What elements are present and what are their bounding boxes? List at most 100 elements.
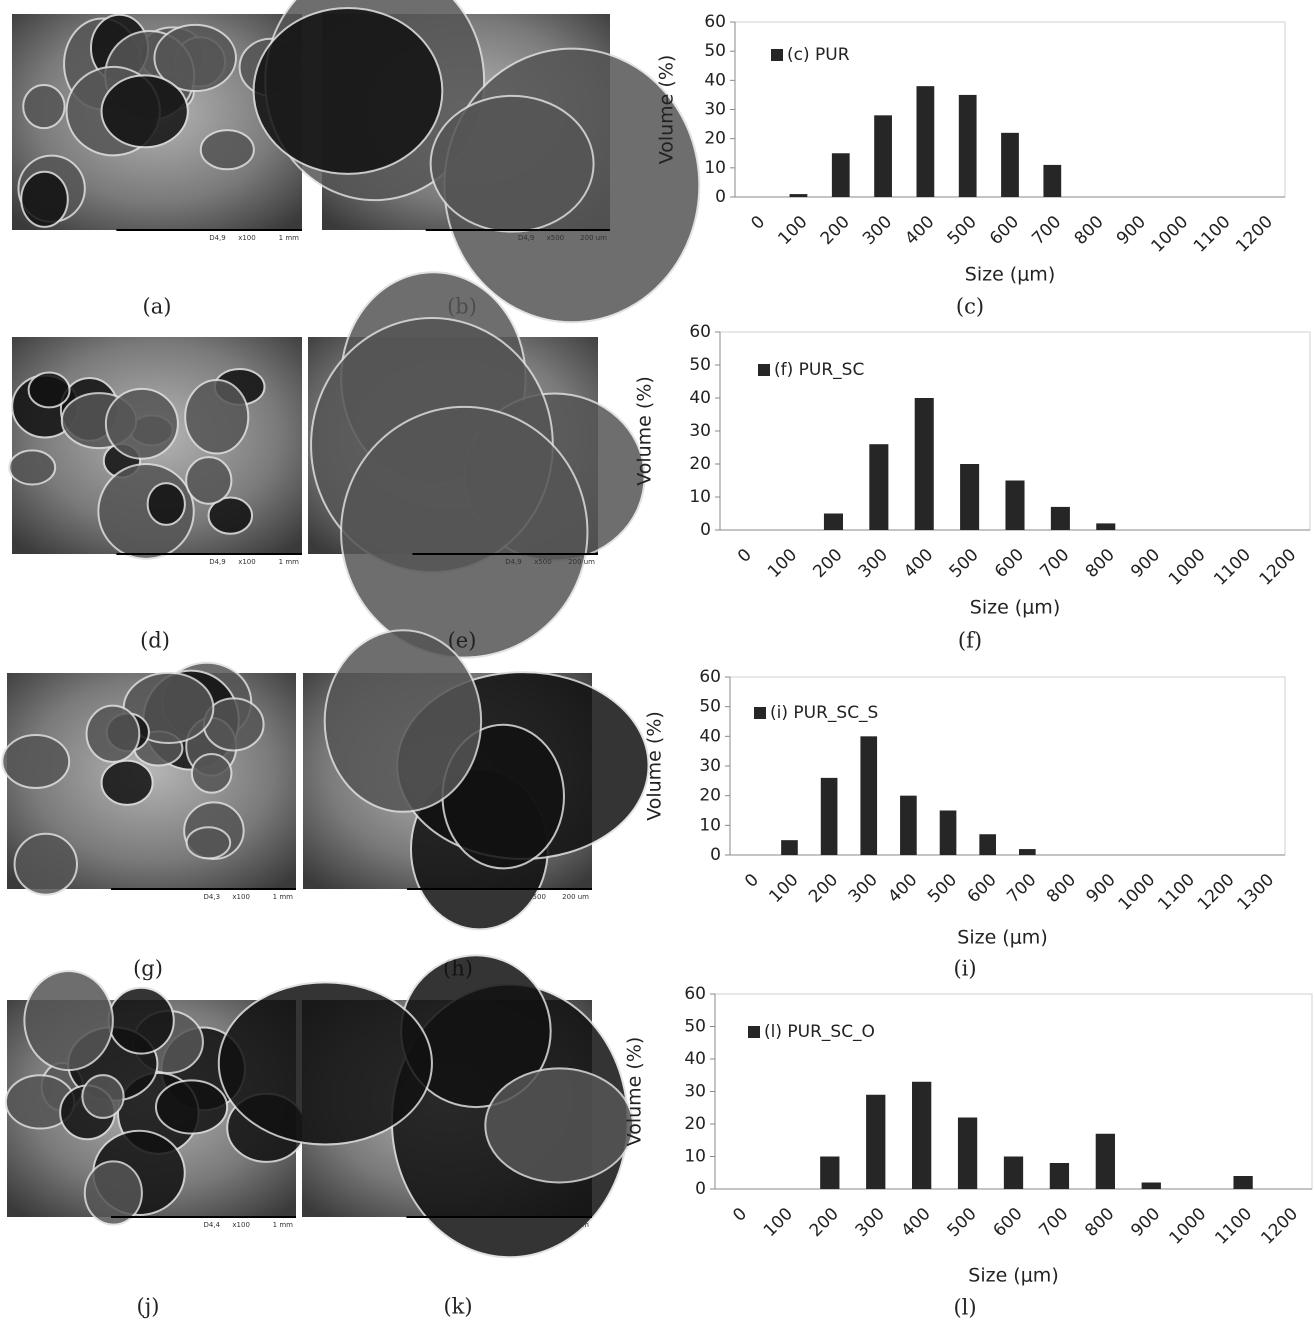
bar	[790, 194, 808, 197]
sem-mag: x100	[238, 234, 256, 242]
sem-mag: x500	[528, 893, 546, 901]
sem-code: D4,9	[518, 234, 535, 242]
x-tick-label: 500	[946, 545, 983, 582]
sem-pore	[15, 834, 77, 895]
x-tick-label: 100	[764, 545, 801, 582]
y-tick-label: 20	[689, 454, 711, 474]
y-tick-label: 10	[684, 1147, 706, 1167]
bar	[1043, 165, 1061, 197]
bar	[959, 95, 977, 197]
sem-texture	[254, 0, 700, 322]
sem-pore	[185, 380, 248, 454]
x-tick-label: 400	[898, 1204, 935, 1241]
x-axis-label: Size (μm)	[968, 1265, 1058, 1287]
sem-pore	[82, 1075, 123, 1118]
bar	[900, 796, 917, 855]
y-tick-label: 20	[704, 129, 726, 149]
y-tick-label: 0	[700, 520, 711, 540]
y-tick-label: 30	[704, 100, 726, 120]
x-tick-label: 700	[1035, 1204, 1072, 1241]
x-tick-label: 400	[884, 870, 921, 907]
bar	[1004, 1157, 1023, 1190]
panel-label: (d)	[140, 629, 170, 653]
y-tick-label: 30	[699, 756, 721, 776]
panel-label: (f)	[958, 629, 982, 653]
x-tick-label: 1300	[1234, 870, 1279, 915]
x-tick-label: 1000	[1165, 545, 1210, 590]
sem-pore	[109, 988, 174, 1054]
x-tick-label: 900	[1127, 545, 1164, 582]
x-tick-label: 600	[989, 1204, 1026, 1241]
y-tick-label: 60	[704, 12, 726, 32]
sem-code: D4,9	[209, 234, 226, 242]
x-tick-label: 1200	[1194, 870, 1239, 915]
panel-label: (l)	[953, 1296, 976, 1320]
x-tick-label: 1000	[1115, 870, 1160, 915]
bar	[1142, 1183, 1161, 1190]
sem-pore	[192, 754, 232, 793]
panel-label: (c)	[956, 295, 984, 319]
sem-pore	[431, 96, 594, 232]
x-tick-label: 900	[1127, 1204, 1164, 1241]
x-axis-label: Size (μm)	[970, 597, 1060, 619]
sem-pore	[156, 1080, 227, 1133]
sem-scale: 1 mm	[273, 893, 293, 901]
sem-scale: 200 um	[568, 558, 595, 566]
x-tick-label: 1200	[1256, 545, 1301, 590]
sem-code: D4,4	[204, 1221, 221, 1229]
x-tick-label: 800	[1081, 1204, 1118, 1241]
x-tick-label: 500	[944, 212, 981, 249]
sem-mag: x500	[528, 1221, 546, 1229]
sem-pore	[485, 1068, 633, 1182]
sem-pore	[21, 172, 68, 227]
bar	[912, 1082, 931, 1189]
x-tick-label: 700	[1003, 870, 1040, 907]
bar	[1019, 849, 1036, 855]
legend-label: (c) PUR	[787, 45, 850, 65]
y-tick-label: 50	[699, 697, 721, 717]
x-tick-label: 0	[734, 545, 756, 567]
bar	[915, 398, 934, 530]
x-tick-label: 0	[747, 212, 769, 234]
x-tick-label: 100	[760, 1204, 797, 1241]
sem-pore	[24, 971, 112, 1070]
x-tick-label: 700	[1036, 545, 1073, 582]
panel-label: (e)	[448, 629, 477, 653]
sem-code: D4,3	[499, 1221, 516, 1229]
x-tick-label: 600	[991, 545, 1028, 582]
bar	[958, 1118, 977, 1190]
bar	[1096, 1134, 1115, 1189]
x-tick-label: 300	[852, 1204, 889, 1241]
bar	[1001, 133, 1019, 197]
legend-swatch	[771, 49, 783, 61]
bar	[917, 86, 935, 197]
panel-label: (g)	[133, 957, 163, 981]
y-tick-label: 0	[710, 845, 721, 865]
y-tick-label: 40	[699, 726, 721, 746]
y-axis-label: Volume (%)	[624, 1037, 646, 1147]
bar	[824, 514, 843, 531]
legend-label: (l) PUR_SC_O	[764, 1022, 875, 1042]
panel-label: (i)	[953, 957, 976, 981]
bar	[1096, 523, 1115, 530]
y-tick-label: 20	[699, 786, 721, 806]
sem-pore	[9, 450, 55, 484]
sem-pore	[325, 630, 481, 811]
bar	[781, 840, 798, 855]
x-tick-label: 1100	[1190, 212, 1235, 257]
legend-label: (f) PUR_SC	[774, 360, 864, 380]
bar	[1050, 1163, 1069, 1189]
sem-pore	[187, 827, 231, 858]
y-tick-label: 60	[684, 984, 706, 1004]
y-tick-label: 50	[689, 355, 711, 375]
x-tick-label: 500	[944, 1204, 981, 1241]
x-tick-label: 1200	[1257, 1204, 1302, 1249]
sem-mag: x100	[232, 893, 250, 901]
x-tick-label: 600	[964, 870, 1001, 907]
bar	[821, 778, 838, 855]
x-tick-label: 1000	[1166, 1204, 1211, 1249]
x-tick-label: 800	[1043, 870, 1080, 907]
legend-swatch	[754, 707, 766, 719]
x-tick-label: 200	[805, 870, 842, 907]
x-tick-label: 0	[741, 870, 763, 892]
